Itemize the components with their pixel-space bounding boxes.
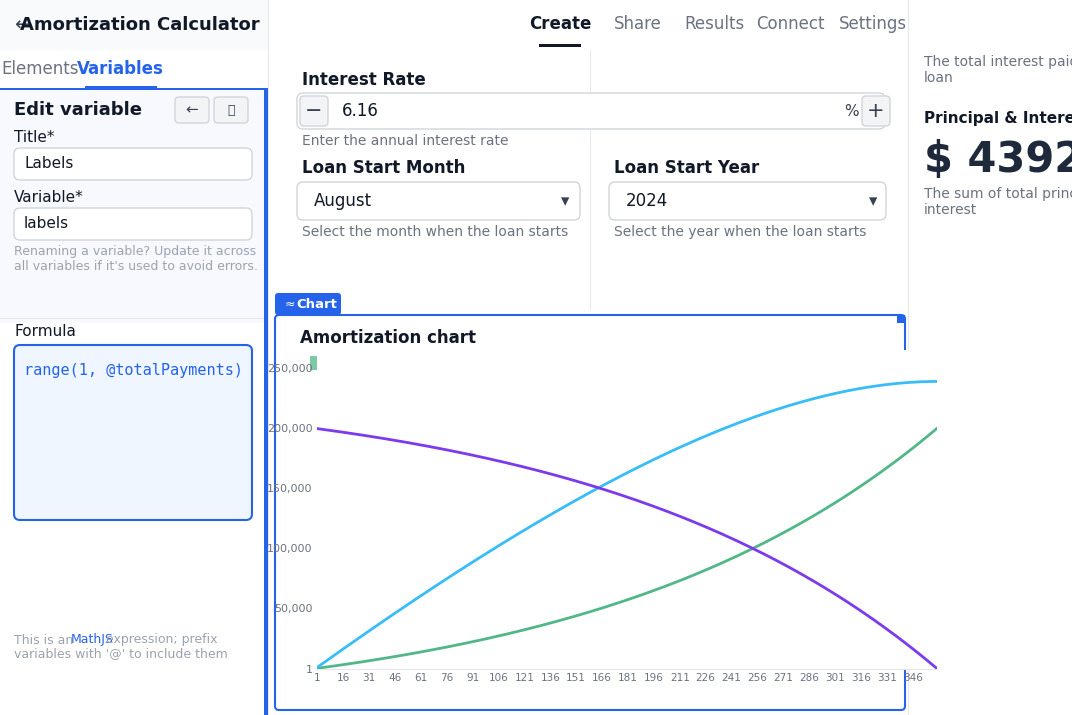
Text: Create: Create bbox=[528, 15, 591, 33]
FancyBboxPatch shape bbox=[14, 148, 252, 180]
Text: Share: Share bbox=[614, 15, 661, 33]
Text: August: August bbox=[314, 192, 372, 210]
Text: Connect: Connect bbox=[756, 15, 824, 33]
Bar bbox=[461, 356, 491, 370]
Text: Title*: Title* bbox=[14, 131, 55, 145]
Text: 2024: 2024 bbox=[626, 192, 668, 210]
Text: ≈: ≈ bbox=[285, 297, 296, 310]
FancyBboxPatch shape bbox=[297, 93, 885, 129]
Text: Loan Start Year: Loan Start Year bbox=[614, 159, 759, 177]
Text: Interest Paid: Interest Paid bbox=[495, 358, 574, 370]
Text: Amortization Calculator: Amortization Calculator bbox=[20, 16, 259, 34]
FancyBboxPatch shape bbox=[14, 208, 252, 240]
Text: 6.16: 6.16 bbox=[342, 102, 378, 120]
Text: Elements: Elements bbox=[1, 60, 78, 78]
Text: loan: loan bbox=[924, 71, 954, 85]
Text: +: + bbox=[867, 101, 884, 121]
Text: The sum of total princ: The sum of total princ bbox=[924, 187, 1072, 201]
FancyBboxPatch shape bbox=[14, 345, 252, 520]
Text: expression; prefix: expression; prefix bbox=[103, 633, 218, 646]
FancyBboxPatch shape bbox=[300, 96, 328, 126]
FancyBboxPatch shape bbox=[862, 96, 890, 126]
Text: Principal Payment: Principal Payment bbox=[344, 358, 456, 370]
Text: Select the month when the loan starts: Select the month when the loan starts bbox=[302, 225, 568, 239]
Text: This is an: This is an bbox=[14, 633, 77, 646]
Text: ←: ← bbox=[14, 16, 30, 34]
Text: ▾: ▾ bbox=[561, 192, 569, 210]
FancyBboxPatch shape bbox=[175, 97, 209, 123]
Text: interest: interest bbox=[924, 203, 978, 217]
Text: The total interest paid: The total interest paid bbox=[924, 55, 1072, 69]
Text: Remaining Balance: Remaining Balance bbox=[621, 358, 742, 370]
Bar bbox=[587, 356, 617, 370]
Text: %: % bbox=[844, 104, 859, 119]
Text: ▾: ▾ bbox=[868, 192, 877, 210]
Text: Select the year when the loan starts: Select the year when the loan starts bbox=[614, 225, 866, 239]
Text: Interest Rate: Interest Rate bbox=[302, 71, 426, 89]
Bar bbox=[310, 356, 340, 370]
Text: Chart: Chart bbox=[296, 297, 337, 310]
Bar bbox=[539, 44, 581, 46]
Text: variables with '@' to include them: variables with '@' to include them bbox=[14, 648, 227, 661]
Bar bbox=[897, 315, 905, 323]
FancyBboxPatch shape bbox=[214, 97, 248, 123]
Text: Settings: Settings bbox=[839, 15, 907, 33]
Bar bbox=[268, 0, 1072, 50]
Text: $ 43929: $ 43929 bbox=[924, 139, 1072, 181]
Text: Renaming a variable? Update it across: Renaming a variable? Update it across bbox=[14, 245, 256, 259]
Text: Results: Results bbox=[685, 15, 745, 33]
Text: all variables if it's used to avoid errors.: all variables if it's used to avoid erro… bbox=[14, 260, 258, 272]
Bar bbox=[908, 0, 1072, 715]
Text: Edit variable: Edit variable bbox=[14, 101, 142, 119]
Text: Formula: Formula bbox=[14, 325, 76, 340]
FancyBboxPatch shape bbox=[276, 293, 341, 315]
Text: Labels: Labels bbox=[24, 157, 73, 172]
Text: Enter the annual interest rate: Enter the annual interest rate bbox=[302, 134, 508, 148]
Text: −: − bbox=[306, 101, 323, 121]
Text: Variables: Variables bbox=[76, 60, 163, 78]
Text: Variable*: Variable* bbox=[14, 190, 84, 205]
Bar bbox=[85, 86, 157, 88]
Text: labels: labels bbox=[24, 217, 69, 232]
Bar bbox=[264, 88, 268, 715]
Bar bbox=[0, 88, 264, 323]
Text: MathJS: MathJS bbox=[71, 633, 114, 646]
Text: range(1, @totalPayments): range(1, @totalPayments) bbox=[24, 363, 243, 378]
Text: ←: ← bbox=[185, 102, 198, 117]
Text: ⬜: ⬜ bbox=[227, 104, 235, 117]
Text: Loan Start Month: Loan Start Month bbox=[302, 159, 465, 177]
FancyBboxPatch shape bbox=[276, 315, 905, 710]
Bar bbox=[269, 50, 908, 715]
FancyBboxPatch shape bbox=[609, 182, 885, 220]
Bar bbox=[0, 88, 268, 90]
Bar bbox=[0, 50, 268, 88]
Bar bbox=[0, 318, 264, 319]
FancyBboxPatch shape bbox=[297, 182, 580, 220]
Bar bbox=[0, 0, 268, 50]
Text: Principal & Interest: Principal & Interest bbox=[924, 111, 1072, 126]
Text: Amortization chart: Amortization chart bbox=[300, 329, 476, 347]
